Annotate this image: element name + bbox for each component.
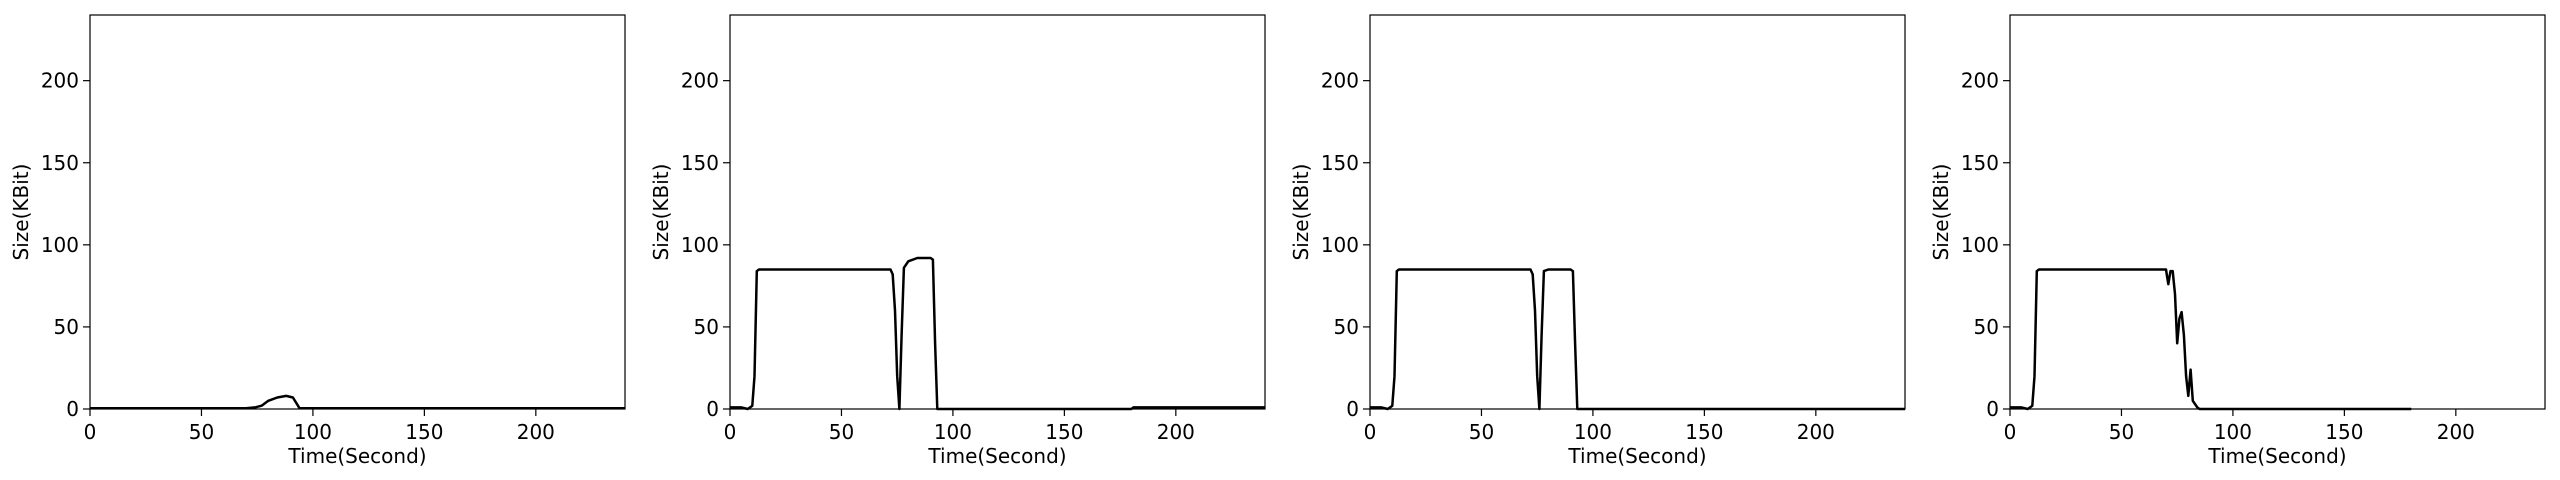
x-tick-label: 100: [1574, 420, 1612, 444]
plot-frame: [729, 14, 1266, 410]
x-tick-label: 150: [405, 420, 443, 444]
y-tick-label: 200: [41, 69, 79, 93]
y-tick-label: 100: [41, 233, 79, 257]
y-tick-label: 100: [1961, 233, 1999, 257]
x-tick-label: 200: [1157, 420, 1195, 444]
x-tick-label: 50: [1469, 420, 1494, 444]
y-tick-label: 150: [1321, 151, 1359, 175]
y-tick-label: 200: [1961, 69, 1999, 93]
x-tick-label: 50: [829, 420, 854, 444]
y-tick-label: 50: [1334, 315, 1359, 339]
y-tick-label: 0: [66, 397, 79, 421]
series-line-1: [2010, 268, 2412, 411]
x-tick-label: 200: [2437, 420, 2475, 444]
y-axis-label: Size(KBit): [1289, 164, 1313, 261]
y-tick-label: 50: [54, 315, 79, 339]
y-tick-label: 50: [694, 315, 719, 339]
x-axis-label: Time(Second): [287, 444, 426, 468]
x-tick-label: 100: [2214, 420, 2252, 444]
y-tick-label: 0: [1346, 397, 1359, 421]
x-tick-label: 0: [2004, 420, 2017, 444]
x-tick-label: 100: [934, 420, 972, 444]
x-tick-label: 0: [1364, 420, 1377, 444]
chart-panel-2: Time(Second) Size(KBit) 0 50 100 150 200 0 50 1…: [649, 14, 1266, 468]
y-tick-label: 50: [1974, 315, 1999, 339]
y-tick-label: 150: [41, 151, 79, 175]
chart-panel-3: Time(Second) Size(KBit) 0 50 100 150 200 0 50 1…: [1289, 14, 1906, 468]
x-tick-label: 200: [1797, 420, 1835, 444]
y-tick-label: 100: [681, 233, 719, 257]
y-axis-label: Size(KBit): [649, 164, 673, 261]
y-tick-label: 100: [1321, 233, 1359, 257]
chart-panel-4: Time(Second) Size(KBit) 0 50 100 150 200 0 50 1…: [1929, 14, 2546, 468]
y-axis-label: Size(KBit): [1929, 164, 1953, 261]
x-tick-label: 50: [189, 420, 214, 444]
y-axis-label: Size(KBit): [9, 164, 33, 261]
chart-panel-1: Time(Second) Size(KBit) 0 50 100 150 200 0 50 1…: [9, 14, 626, 468]
y-tick-label: 0: [1986, 397, 1999, 421]
x-tick-label: 100: [294, 420, 332, 444]
x-tick-label: 200: [517, 420, 555, 444]
x-tick-label: 0: [84, 420, 97, 444]
y-tick-label: 150: [1961, 151, 1999, 175]
plot-frame: [1369, 14, 1906, 410]
plot-frame: [89, 14, 626, 410]
x-axis-label: Time(Second): [2207, 444, 2346, 468]
y-tick-label: 200: [1321, 69, 1359, 93]
x-tick-label: 0: [724, 420, 737, 444]
series-line-1: [90, 394, 625, 410]
x-axis-label: Time(Second): [1567, 444, 1706, 468]
y-tick-label: 150: [681, 151, 719, 175]
x-tick-label: 50: [2109, 420, 2134, 444]
x-tick-label: 150: [1685, 420, 1723, 444]
series-line-1: [1370, 268, 1905, 411]
x-tick-label: 150: [2325, 420, 2363, 444]
y-tick-label: 200: [681, 69, 719, 93]
plot-frame: [2009, 14, 2546, 410]
x-axis-label: Time(Second): [927, 444, 1066, 468]
y-tick-label: 0: [706, 397, 719, 421]
x-tick-label: 150: [1045, 420, 1083, 444]
